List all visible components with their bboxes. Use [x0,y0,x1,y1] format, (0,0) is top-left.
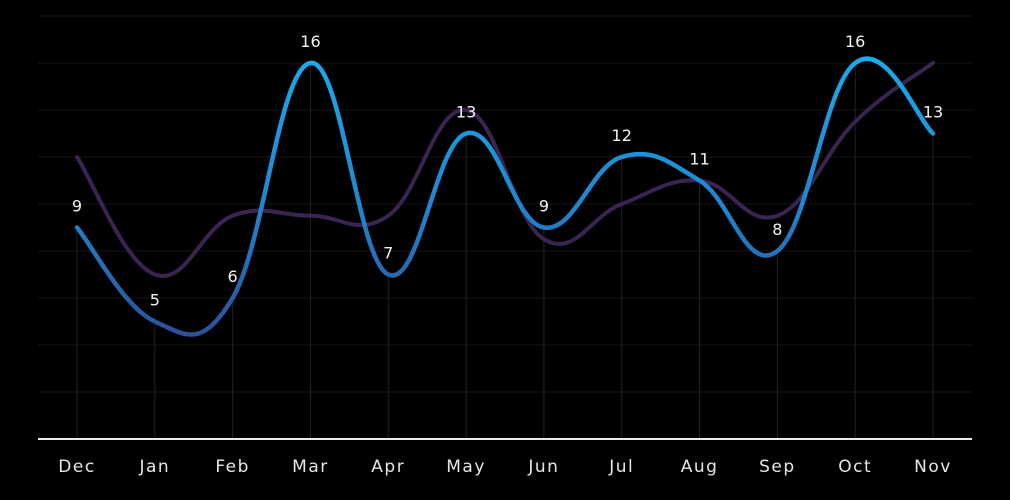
x-tick-label: Sep [759,457,796,477]
data-label: 16 [845,32,865,51]
x-tick-label: Aug [681,457,719,477]
drop-lines [76,63,934,439]
x-tick-label: Jan [138,457,170,477]
x-tick-label: Feb [215,457,250,477]
data-label: 13 [456,103,476,122]
x-tick-label: Jun [527,457,559,477]
x-tick-label: May [446,457,486,477]
x-tick-label: Dec [58,457,95,477]
data-label: 8 [772,220,782,239]
data-label: 12 [612,126,632,145]
x-tick-label: Oct [838,457,872,477]
data-label: 16 [300,32,320,51]
data-label: 7 [383,244,393,263]
x-tick-label: Apr [371,457,405,477]
grid [38,15,972,440]
x-tick-label: Mar [292,457,329,477]
data-label: 11 [689,150,709,169]
series-line [74,56,936,337]
data-label: 9 [72,197,82,216]
series-line [75,61,935,279]
x-tick-label: Nov [914,457,952,477]
labels: 9 5 6 16 7 13 9 12 11 8 16 13 [72,32,943,310]
data-label: 6 [228,267,238,286]
data-label: 5 [150,291,160,310]
data-label: 9 [539,197,549,216]
lines [74,56,936,337]
x-tick-label: Jul [608,457,634,477]
data-label: 13 [923,103,943,122]
